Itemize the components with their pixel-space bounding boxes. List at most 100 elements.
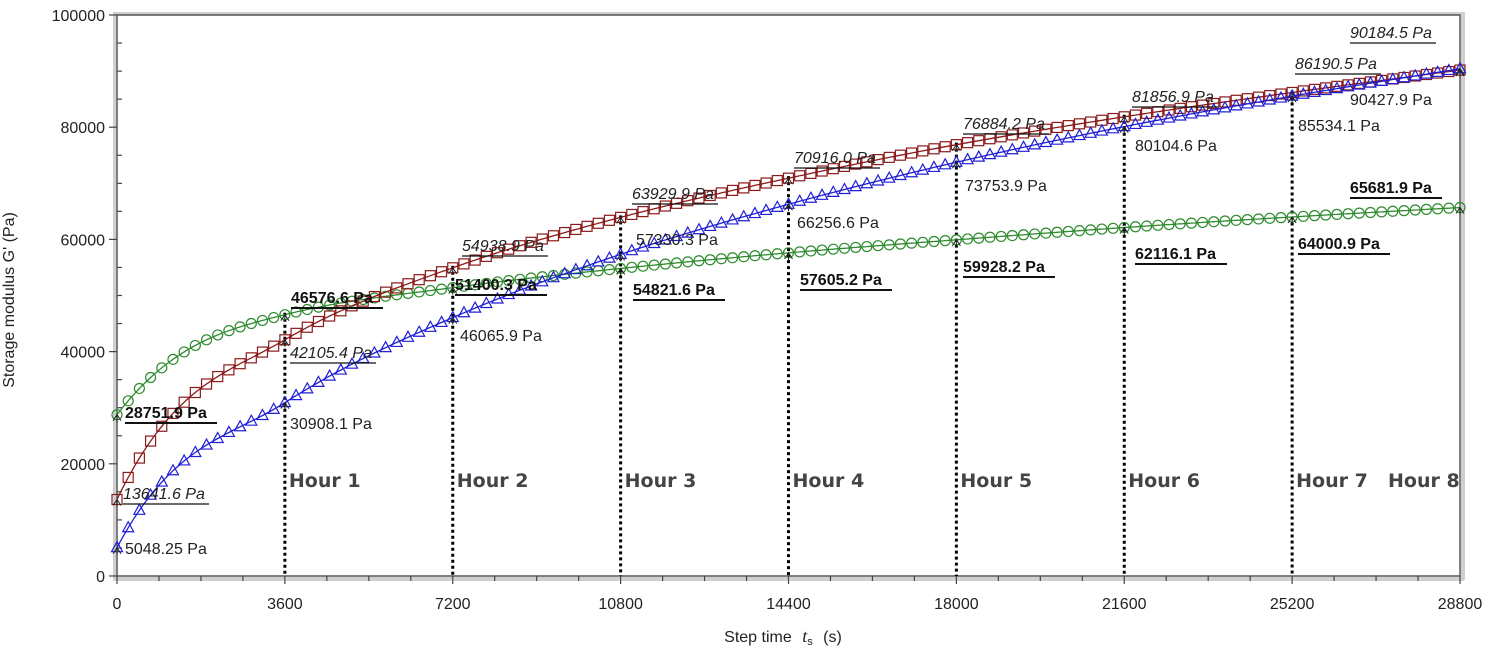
square-marker (223, 364, 235, 376)
circle-marker (1353, 207, 1365, 219)
triangle-marker (961, 152, 975, 165)
square-marker (670, 197, 683, 209)
cursor-mark-icon (1287, 216, 1297, 224)
square-marker (726, 184, 739, 197)
circle-marker (391, 289, 403, 301)
square-marker (1320, 82, 1332, 94)
cursor-mark-icon (616, 253, 626, 262)
square-marker (122, 471, 134, 484)
circle-marker (715, 253, 727, 265)
triangle-marker (714, 215, 728, 228)
triangle-marker (1039, 135, 1053, 148)
square-marker (816, 165, 828, 177)
value-label: 66256.6 Pa (797, 215, 879, 232)
triangle-marker (144, 487, 158, 500)
triangle-marker (1173, 108, 1187, 121)
circle-marker (122, 395, 134, 407)
triangle-marker (379, 340, 393, 353)
circle-marker (704, 254, 716, 266)
triangle-marker (367, 345, 381, 358)
circle-marker (1432, 203, 1444, 215)
triangle-marker (748, 206, 762, 219)
cursor-mark-icon (280, 313, 290, 322)
square-marker (559, 226, 571, 239)
value-label: 28751.9 Pa (125, 405, 207, 422)
triangle-marker (1263, 92, 1277, 105)
value-label: 90184.5 Pa (1350, 25, 1432, 42)
square-marker (525, 236, 537, 248)
frame-shadow-right (1461, 12, 1465, 580)
triangle-marker (793, 194, 807, 206)
triangle-marker (938, 157, 952, 170)
circle-marker (1062, 225, 1074, 238)
triangle-marker (401, 330, 415, 342)
triangle-marker (558, 266, 572, 279)
triangle-marker (289, 388, 303, 401)
circle-marker (469, 279, 481, 291)
square-marker (1029, 125, 1041, 137)
circle-marker (603, 264, 616, 276)
square-marker (144, 435, 157, 447)
circle-marker (581, 266, 593, 278)
square-marker (1219, 96, 1231, 108)
x-tick-label: 21600 (1102, 596, 1147, 613)
square-marker (324, 310, 336, 322)
circle-marker (861, 240, 873, 253)
circle-marker (928, 235, 940, 248)
triangle-marker (1408, 68, 1422, 81)
square-marker (301, 321, 313, 333)
triangle-marker (1028, 137, 1042, 150)
triangle-marker (468, 300, 482, 313)
triangle-marker (1128, 117, 1142, 130)
cursor-mark-icon (448, 316, 458, 325)
series-layer (110, 61, 1467, 555)
triangle-marker (1431, 65, 1445, 77)
triangle-marker (916, 162, 930, 175)
y-tick-label: 20000 (61, 457, 106, 474)
hour-labels: Hour 1 Hour 2 Hour 3 Hour 4 Hour 5 Hour 6 Hour… (289, 470, 1460, 492)
square-marker (256, 346, 269, 358)
circle-marker (559, 268, 571, 280)
hour-label: Hour 2 (457, 470, 529, 492)
square-marker (838, 160, 851, 172)
cursor-mark-icon (616, 216, 626, 225)
circle-marker (156, 362, 168, 374)
value-label: 30908.1 Pa (290, 416, 372, 433)
value-labels: 28751.9 Pa 46576.6 Pa 51400.3 Pa 54821.6 Pa… (123, 25, 1442, 558)
square-marker (861, 156, 873, 168)
circle-marker (1241, 214, 1253, 226)
triangle-marker (177, 453, 191, 466)
square-marker (682, 195, 694, 207)
triangle-marker (658, 232, 672, 245)
triangle-marker (625, 243, 639, 256)
triangle-marker (1397, 70, 1411, 83)
triangle-marker (927, 160, 941, 173)
circle-marker (1196, 216, 1209, 229)
circle-marker (1308, 210, 1321, 222)
value-label: 64000.9 Pa (1298, 236, 1380, 253)
circle-marker (816, 244, 828, 256)
square-marker (939, 141, 951, 153)
circle-marker (637, 260, 649, 272)
triangle-marker (1252, 94, 1266, 107)
value-label: 62116.1 Pa (1135, 246, 1216, 263)
x-tick-label: 10800 (598, 596, 643, 613)
y-tick-label: 40000 (61, 345, 106, 362)
triangle-marker (759, 203, 773, 216)
triangle-marker (1017, 140, 1031, 152)
triangle-marker (155, 474, 169, 487)
square-marker (1062, 120, 1074, 132)
circle-marker (1208, 216, 1220, 228)
circle-marker (1096, 223, 1108, 235)
circle-marker (872, 240, 884, 252)
triangle-marker (1207, 102, 1221, 115)
circle-marker (883, 239, 895, 251)
square-marker (1129, 109, 1142, 121)
circle-marker (268, 311, 280, 324)
square-marker (503, 243, 515, 255)
circle-marker (178, 346, 190, 358)
circle-marker (1152, 219, 1164, 231)
triangle-marker (267, 402, 281, 414)
triangle-marker (770, 200, 784, 212)
cursor-mark-icon (1119, 125, 1129, 134)
